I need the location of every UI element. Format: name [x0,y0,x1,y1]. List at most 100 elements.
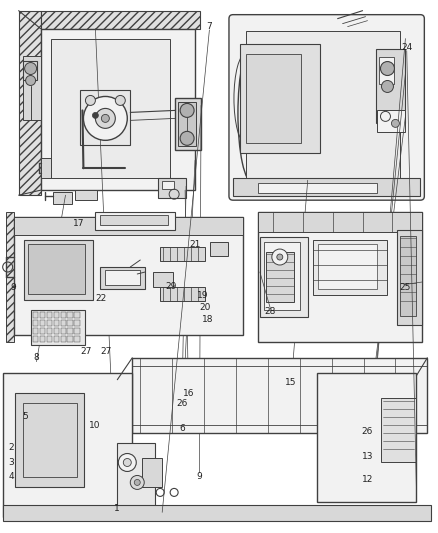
Bar [240,44,320,154]
Circle shape [180,131,194,146]
Bar [233,178,420,196]
Bar [74,312,80,318]
Text: 22: 22 [95,294,107,303]
Bar [397,230,422,325]
Circle shape [180,103,194,117]
Bar [53,192,72,204]
Text: 8: 8 [34,353,39,362]
Bar [32,320,38,326]
Bar [53,328,59,334]
Bar [258,212,422,232]
Bar [158,178,186,198]
Bar [14,217,243,235]
Text: 15: 15 [285,378,297,387]
Text: 20: 20 [199,303,211,312]
Bar [32,328,38,334]
Text: 6: 6 [179,424,185,433]
Text: 9: 9 [197,472,202,481]
Bar [24,240,93,300]
Bar [14,393,85,487]
Bar [313,240,388,295]
Bar [14,217,243,335]
Text: 13: 13 [362,453,373,462]
Bar [175,99,201,150]
Bar [160,287,205,301]
Bar [23,61,37,80]
Bar [60,328,66,334]
Bar [53,320,59,326]
Bar [53,312,59,318]
Bar [117,442,155,507]
Text: 18: 18 [202,315,214,324]
Bar [375,49,406,123]
Circle shape [381,80,393,92]
Bar [258,212,422,342]
Bar [23,55,41,120]
Bar [100,267,145,289]
Text: 17: 17 [73,220,84,229]
Text: 5: 5 [22,413,28,422]
Bar [95,212,175,230]
Text: 27: 27 [80,347,92,356]
Bar [378,110,406,132]
Circle shape [130,475,144,489]
Bar [39,336,45,342]
Text: 7: 7 [207,22,212,31]
Circle shape [95,108,115,128]
Bar [41,158,50,178]
Circle shape [92,112,99,118]
Bar [19,11,41,195]
Bar [60,320,66,326]
Circle shape [25,62,37,75]
Text: 10: 10 [89,422,100,431]
Bar [32,336,38,342]
Bar [81,91,130,146]
Text: 27: 27 [101,347,112,356]
Bar [3,373,132,518]
Bar [246,30,400,182]
Text: 9: 9 [10,283,16,292]
Bar [381,398,417,463]
Bar [379,56,395,84]
Bar [39,312,45,318]
Bar [266,252,294,302]
Bar [400,236,417,316]
Bar [258,183,378,193]
Circle shape [124,458,131,466]
Bar [50,38,170,178]
Bar [74,328,80,334]
Text: 25: 25 [399,283,410,292]
Circle shape [272,249,288,265]
Text: 21: 21 [189,240,201,249]
Circle shape [392,119,399,127]
Bar [132,358,427,433]
Bar [100,215,168,225]
Bar [318,244,378,289]
Bar [178,102,196,147]
Bar [41,29,195,190]
Bar [46,320,52,326]
Bar [23,402,78,478]
Bar [53,336,59,342]
Bar [32,312,38,318]
Bar [6,212,14,342]
Bar [67,328,73,334]
Bar [153,272,173,287]
Text: 3: 3 [9,458,14,466]
Bar [31,310,85,345]
Bar [317,373,417,503]
FancyBboxPatch shape [229,15,424,200]
Bar [75,190,97,200]
Bar [264,242,300,310]
Circle shape [25,76,35,85]
Text: 19: 19 [197,291,208,300]
Text: 24: 24 [401,43,412,52]
Bar [39,320,45,326]
Bar [46,328,52,334]
Bar [41,11,200,29]
Circle shape [118,454,136,472]
Bar [162,181,174,189]
Text: 29: 29 [165,282,177,291]
Circle shape [85,95,95,106]
Text: 16: 16 [183,389,194,398]
